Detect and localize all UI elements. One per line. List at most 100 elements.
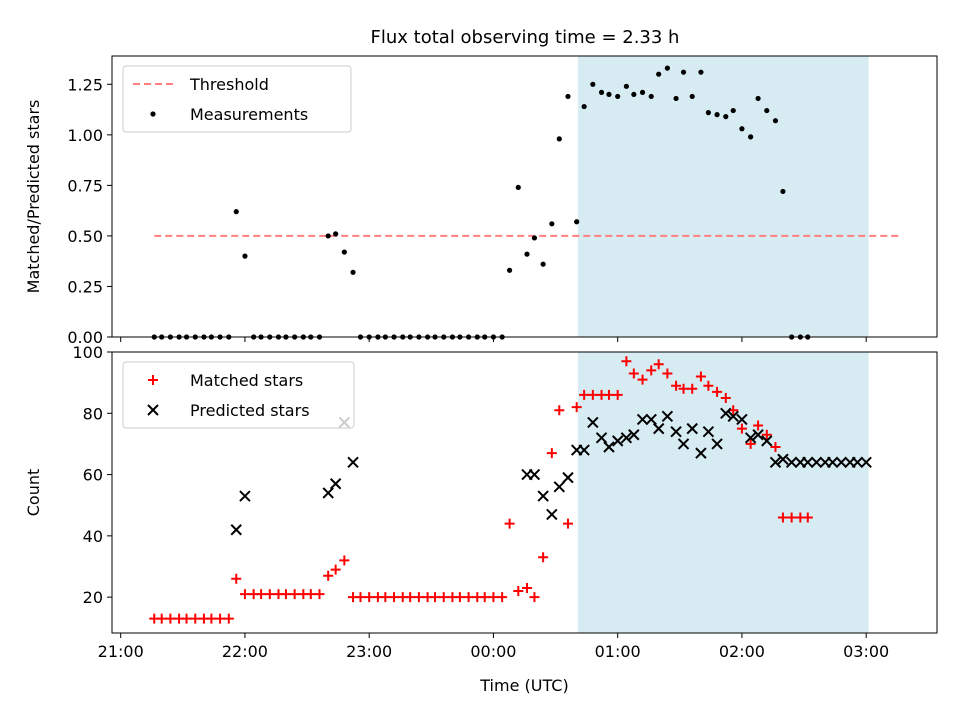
predicted-stars-point (695, 447, 707, 459)
matched-stars-point (364, 592, 375, 603)
matched-stars-point (289, 589, 300, 600)
ratio-panel: 0.00 0.25 0.50 0.75 1.00 1.25 Matched/Predicte… (24, 55, 938, 347)
y-tick-label: 80 (83, 404, 103, 423)
matched-stars-point (579, 389, 590, 400)
matched-stars-point (239, 589, 250, 600)
predicted-stars-point (553, 481, 565, 493)
predicted-stars-point (587, 416, 599, 429)
y-tick-label: 0.50 (67, 227, 103, 246)
measurement-point (242, 253, 248, 259)
matched-stars-point (521, 582, 532, 593)
matched-stars-point (215, 613, 226, 624)
matched-stars-point (571, 402, 582, 413)
measurement-point (730, 107, 736, 114)
measurement-point (639, 89, 646, 95)
chart-title: Flux total observing time = 2.33 h (371, 27, 680, 48)
legend-box (122, 65, 352, 133)
matched-stars-point (695, 371, 706, 382)
predicted-stars-point (603, 441, 615, 453)
matched-stars-point (323, 570, 334, 581)
matched-stars-point (703, 380, 714, 391)
matched-stars-point (479, 592, 490, 603)
matched-stars-point (529, 592, 540, 603)
legend: Threshold Measurements (122, 65, 352, 133)
matched-stars-point (438, 592, 449, 603)
predicted-stars-point (810, 456, 823, 469)
measurement-point (325, 233, 331, 239)
measurement-point (574, 219, 580, 225)
predicted-stars-point (329, 478, 342, 490)
matched-stars-point (223, 613, 234, 624)
matched-stars-point (280, 589, 291, 600)
predicted-stars-point (652, 422, 665, 435)
y-tick-label: 20 (83, 588, 103, 607)
matched-stars-point (305, 589, 316, 600)
predicted-stars-point (528, 468, 541, 481)
measurement-point (689, 93, 695, 100)
measurement-point (341, 249, 347, 255)
matched-stars-point (264, 589, 275, 600)
measurement-point (755, 95, 761, 102)
matched-stars-point (562, 518, 573, 529)
predicted-stars-point (661, 410, 674, 423)
measurement-point (673, 95, 679, 102)
x-tick-label: 02:00 (719, 642, 765, 661)
y-tick-label: 40 (83, 527, 103, 546)
matched-stars-point (612, 389, 623, 400)
measurement-point (556, 136, 562, 142)
measurement-point (780, 188, 786, 195)
matched-stars-point (488, 592, 499, 603)
matched-stars-point (554, 405, 565, 416)
measurement-point (680, 69, 687, 75)
measurement-point (631, 91, 637, 98)
x-axis-label: Time (UTC) (479, 676, 568, 695)
predicted-stars-point (620, 432, 633, 444)
measurement-point (350, 269, 356, 275)
matched-stars-point (330, 564, 341, 575)
matched-stars-point (355, 592, 366, 603)
predicted-stars-point (645, 413, 657, 426)
legend-matched-swatch (148, 375, 158, 385)
predicted-stars-point (761, 435, 773, 447)
matched-stars-point (621, 356, 632, 367)
predicted-stars-point (769, 456, 782, 469)
predicted-stars-point (239, 490, 251, 502)
predicted-stars-point (835, 456, 848, 469)
measurement-point (333, 231, 339, 237)
x-tick-label: 22:00 (222, 642, 268, 661)
predicted-stars-point (785, 456, 798, 469)
predicted-stars-point (802, 456, 814, 469)
measurement-point (606, 91, 612, 98)
matched-stars-point (637, 374, 648, 385)
matched-stars-point (380, 592, 391, 603)
predicted-stars-point (537, 490, 549, 502)
predicted-stars-point (727, 410, 739, 423)
predicted-stars-point (686, 422, 698, 435)
measurement-point (565, 93, 571, 100)
legend-predicted-swatch (147, 404, 159, 416)
predicted-stars-point (546, 508, 558, 521)
predicted-stars-point (322, 487, 334, 499)
measurement-point (664, 65, 670, 71)
measurement-point (540, 261, 546, 267)
x-tick-label: 01:00 (595, 642, 641, 661)
predicted-stars-point (230, 524, 242, 536)
y-axis-label: Matched/Predicted stars (24, 100, 43, 294)
y-tick-label: 100 (72, 343, 103, 362)
matched-stars-point (777, 512, 788, 523)
x-tick-label: 03:00 (843, 642, 889, 661)
matched-stars-point (546, 448, 557, 459)
measurement-point (623, 83, 629, 89)
matched-stars-point (256, 589, 267, 600)
measurement-point (549, 221, 555, 227)
predicted-stars-point (720, 407, 732, 419)
predicted-stars-point (736, 413, 748, 426)
predicted-stars-point (595, 432, 608, 444)
matched-stars-point (504, 518, 515, 529)
predicted-stars-point (826, 456, 839, 469)
measurement-point (233, 209, 239, 215)
predicted-stars-point (711, 438, 723, 450)
predicted-stars-point (670, 425, 682, 438)
matched-stars-point (653, 359, 664, 370)
measurement-point (739, 126, 745, 132)
